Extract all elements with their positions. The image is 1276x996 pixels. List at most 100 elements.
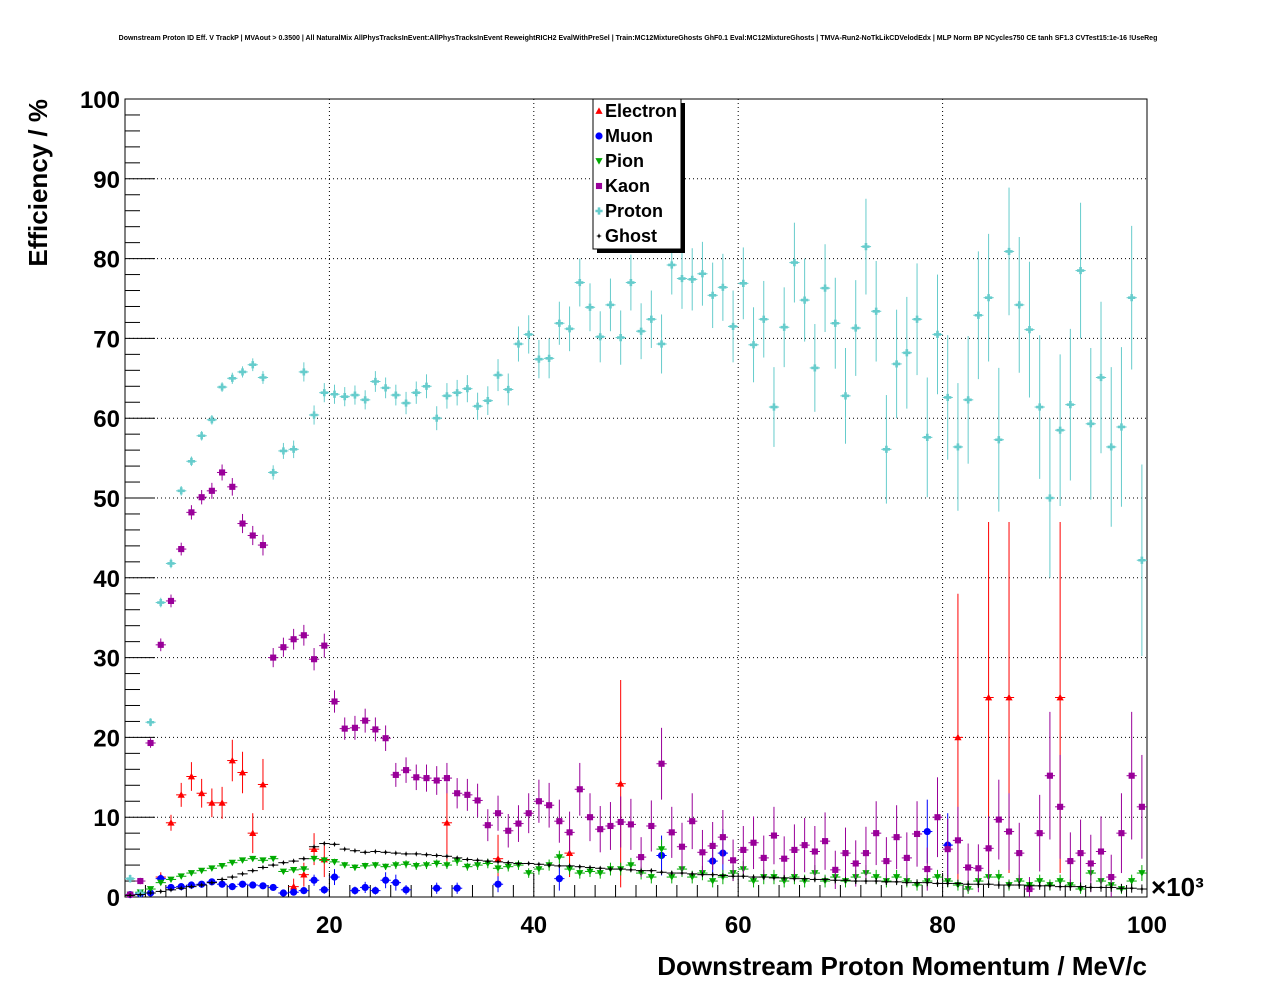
proton-marker <box>341 393 349 401</box>
y-tick-label: 80 <box>93 247 120 274</box>
pion-point <box>523 868 534 878</box>
ghost-marker <box>934 880 941 887</box>
proton-point <box>237 366 248 378</box>
ghost-point <box>574 863 585 870</box>
kaon-marker <box>791 846 798 853</box>
proton-marker <box>790 258 799 267</box>
electron-point <box>227 739 238 782</box>
electron-marker <box>954 733 962 741</box>
kaon-point <box>155 638 166 652</box>
muon-marker <box>330 873 339 881</box>
kaon-marker <box>208 487 215 494</box>
kaon-marker <box>331 698 338 705</box>
kaon-marker <box>351 724 359 731</box>
pion-marker <box>586 868 594 876</box>
proton-marker <box>351 391 359 399</box>
ghost-point <box>411 851 422 857</box>
kaon-marker <box>270 654 277 661</box>
kaon-point <box>932 777 943 858</box>
proton-marker <box>882 445 890 453</box>
proton-point <box>574 258 585 307</box>
pion-marker <box>228 859 236 867</box>
proton-point <box>768 367 780 447</box>
ghost-marker <box>781 875 787 881</box>
electron-marker <box>177 791 185 798</box>
kaon-marker <box>178 546 185 553</box>
ghost-marker <box>1036 883 1043 889</box>
pion-point <box>554 850 565 864</box>
proton-marker <box>361 396 369 404</box>
kaon-point <box>400 757 412 783</box>
muon-point <box>492 876 504 893</box>
ghost-point <box>932 880 943 887</box>
kaon-marker <box>709 842 716 849</box>
ghost-marker <box>341 846 348 852</box>
ghost-marker <box>638 867 644 874</box>
pion-marker <box>361 862 369 870</box>
kaon-point <box>789 824 800 876</box>
proton-marker <box>208 416 216 424</box>
ghost-marker <box>168 887 174 893</box>
kaon-point <box>738 825 749 874</box>
ghost-marker <box>1118 885 1125 892</box>
ghost-marker <box>1067 883 1074 890</box>
kaon-point <box>830 850 841 890</box>
proton-marker <box>964 396 972 404</box>
ghost-point <box>1095 883 1107 892</box>
pion-marker <box>565 866 574 873</box>
pion-point <box>237 857 248 864</box>
kaon-point <box>298 624 309 646</box>
ghost-marker <box>413 851 420 857</box>
ghost-marker <box>474 857 481 864</box>
proton-marker <box>1117 423 1126 431</box>
proton-marker <box>811 364 819 372</box>
ghost-marker <box>485 858 491 864</box>
ghost-point <box>554 863 565 869</box>
kaon-point <box>799 817 810 873</box>
kaon-point <box>768 806 780 865</box>
proton-point <box>819 244 831 333</box>
pion-marker <box>933 874 942 881</box>
ghost-point <box>1116 883 1127 893</box>
muon-marker <box>300 887 308 895</box>
proton-point <box>564 306 575 352</box>
pion-marker <box>218 862 226 870</box>
electron-point <box>492 834 504 883</box>
kaon-point <box>676 822 688 871</box>
ghost-point <box>687 871 698 877</box>
muon-marker <box>392 879 400 887</box>
ghost-point <box>186 883 197 890</box>
legend-entry-kaon: Kaon <box>595 176 650 196</box>
proton-marker <box>954 443 962 451</box>
kaon-marker <box>546 802 553 809</box>
kaon-marker <box>198 494 205 501</box>
pion-marker <box>872 874 880 881</box>
kaon-marker <box>1077 850 1084 857</box>
ghost-marker <box>147 890 154 896</box>
kaon-marker <box>188 509 195 516</box>
proton-marker <box>1056 426 1064 434</box>
ghost-marker <box>157 888 164 895</box>
ghost-point <box>881 878 892 886</box>
proton-marker <box>473 402 482 410</box>
kaon-point <box>145 738 156 748</box>
pion-marker <box>330 859 339 866</box>
proton-point <box>523 315 534 354</box>
kaon-marker <box>1067 858 1074 865</box>
pion-marker <box>341 862 349 869</box>
ghost-point <box>319 840 330 847</box>
ghost-marker <box>280 859 287 866</box>
ghost-point <box>298 855 309 862</box>
ghost-marker <box>1098 884 1104 891</box>
kaon-marker <box>1097 848 1105 855</box>
muon-marker <box>494 880 502 888</box>
muon-point <box>390 874 401 891</box>
ghost-point <box>268 862 279 868</box>
kaon-marker <box>770 832 778 839</box>
proton-marker <box>678 274 686 283</box>
x-multiplier-label: ×10³ <box>1151 872 1204 902</box>
muon-point <box>554 866 565 891</box>
kaon-point <box>247 525 258 546</box>
pion-point <box>186 870 197 877</box>
proton-marker <box>698 270 707 278</box>
